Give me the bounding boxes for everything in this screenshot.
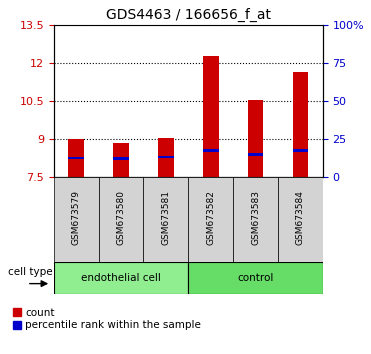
Bar bbox=[292, 72, 308, 177]
Bar bbox=[188, 177, 233, 262]
Text: GSM673582: GSM673582 bbox=[206, 190, 215, 245]
Title: GDS4463 / 166656_f_at: GDS4463 / 166656_f_at bbox=[106, 8, 271, 22]
Text: GSM673584: GSM673584 bbox=[296, 190, 305, 245]
Text: GSM673579: GSM673579 bbox=[72, 190, 81, 245]
Bar bbox=[188, 262, 323, 294]
Bar bbox=[113, 158, 129, 160]
Bar bbox=[158, 138, 174, 177]
Text: GSM673581: GSM673581 bbox=[161, 190, 170, 245]
Bar bbox=[203, 57, 219, 177]
Bar bbox=[158, 156, 174, 159]
Bar bbox=[248, 99, 263, 177]
Bar bbox=[203, 149, 219, 152]
Bar bbox=[54, 262, 188, 294]
Text: GSM673580: GSM673580 bbox=[116, 190, 125, 245]
Bar bbox=[68, 139, 84, 177]
Legend: count, percentile rank within the sample: count, percentile rank within the sample bbox=[13, 308, 201, 331]
Text: control: control bbox=[237, 273, 274, 283]
Bar bbox=[248, 153, 263, 156]
Bar bbox=[54, 177, 99, 262]
Bar bbox=[292, 149, 308, 152]
Text: cell type: cell type bbox=[8, 267, 53, 277]
Bar bbox=[68, 157, 84, 159]
Bar bbox=[233, 177, 278, 262]
Bar bbox=[99, 177, 144, 262]
Text: endothelial cell: endothelial cell bbox=[81, 273, 161, 283]
Bar bbox=[113, 143, 129, 177]
Bar bbox=[144, 177, 188, 262]
Bar bbox=[278, 177, 323, 262]
Text: GSM673583: GSM673583 bbox=[251, 190, 260, 245]
